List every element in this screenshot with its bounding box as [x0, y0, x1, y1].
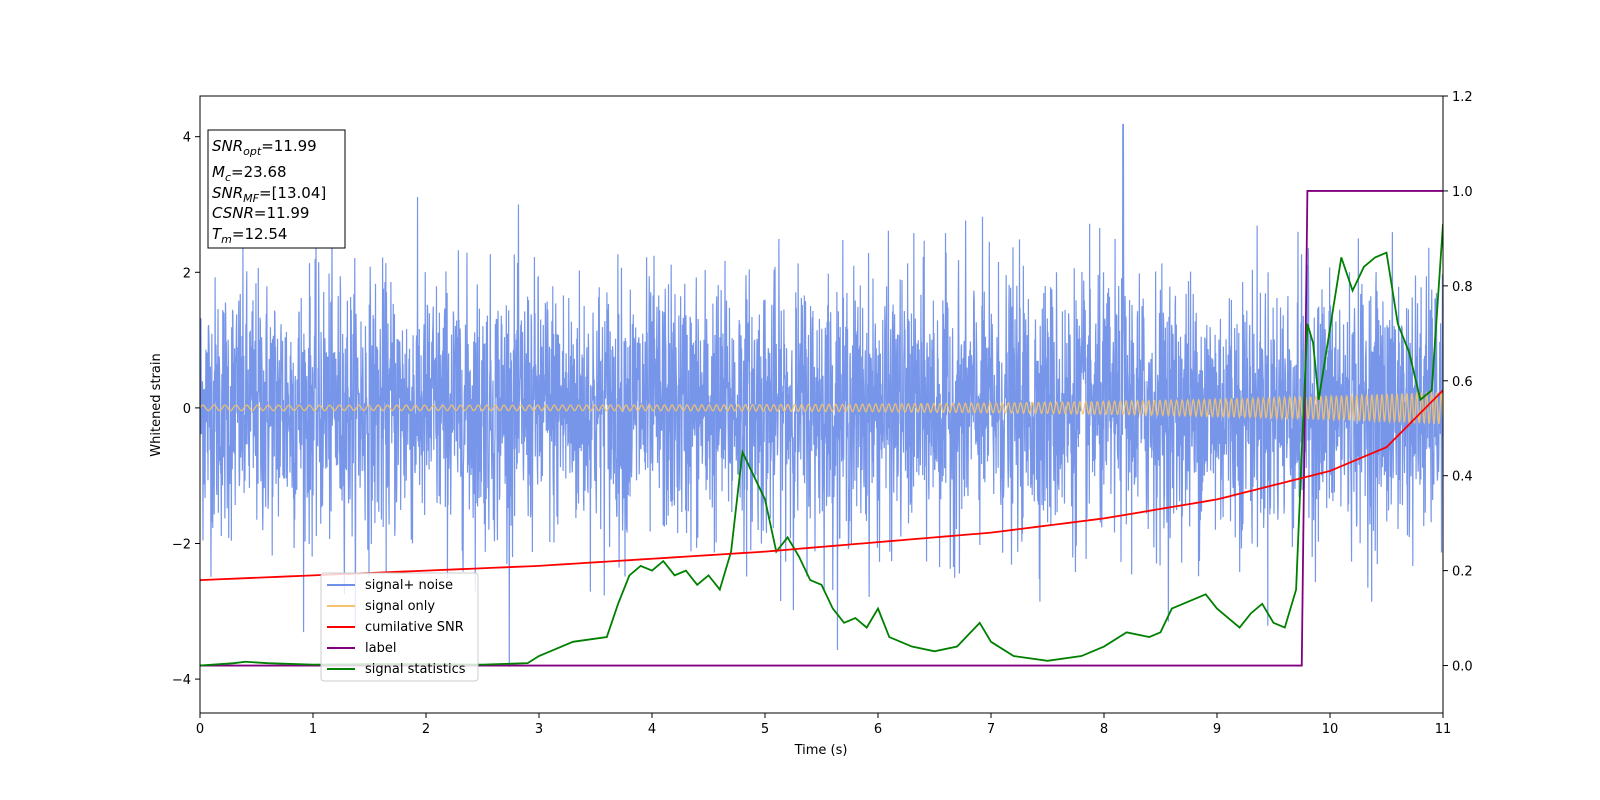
svg-text:signal statistics: signal statistics — [365, 662, 466, 677]
plot-frame — [199, 95, 1444, 714]
x-tick-label: 7 — [987, 722, 995, 737]
legend-item-signal-statistics: signal statistics — [327, 662, 466, 677]
y-tick-label: −4 — [172, 673, 191, 688]
legend: signal+ noise signal only cumilative SNR… — [320, 572, 479, 682]
series-signal-statistics-line — [200, 224, 1443, 667]
x-tick-label: 6 — [874, 722, 882, 737]
x-tick-label: 3 — [535, 722, 543, 737]
x-tick-label: 1 — [309, 722, 317, 737]
y2-tick-label: 1.0 — [1452, 185, 1473, 200]
x-tick-label: 2 — [422, 722, 430, 737]
y2-tick-label: 1.2 — [1452, 90, 1473, 105]
x-tick-label: 9 — [1213, 722, 1221, 737]
annotation-csnr: CSNR=11.99 — [212, 204, 309, 222]
annotation-box: SNRopt=11.99 Mc=23.68 SNRMF=[13.04] CSNR… — [207, 129, 346, 249]
svg-text:cumilative SNR: cumilative SNR — [365, 620, 464, 635]
x-tick-label: 5 — [761, 722, 769, 737]
annotation-tm: Tm=12.54 — [212, 225, 287, 246]
series-signal-only-line — [200, 390, 1443, 426]
y2-tick-label: 0.8 — [1452, 280, 1473, 295]
series-cumilative-snr-line — [200, 389, 1443, 582]
y-tick-label: −2 — [172, 537, 191, 552]
svg-text:signal only: signal only — [365, 599, 435, 614]
y-tick-label: 0 — [183, 402, 191, 417]
y2-tick-label: 0.2 — [1452, 565, 1473, 580]
x-tick-label: 8 — [1100, 722, 1108, 737]
y2-tick-label: 0.0 — [1452, 660, 1473, 675]
y-tick-label: 2 — [183, 266, 191, 281]
series-label-line — [200, 190, 1443, 667]
annotation-mc: Mc=23.68 — [212, 163, 287, 184]
y2-tick-label: 0.4 — [1452, 470, 1473, 485]
legend-item-signal-noise: signal+ noise — [327, 578, 453, 593]
legend-item-signal-only: signal only — [327, 599, 435, 614]
x-tick-label: 0 — [196, 722, 204, 737]
y-tick-label: 4 — [183, 131, 191, 146]
ticks-layer: 0 1 2 3 4 5 6 7 8 9 10 11 4 2 0 −2 −4 1.2 1.0 0.8 0.6 0.4 0.2 0… — [172, 90, 1473, 737]
y2-tick-label: 0.6 — [1452, 375, 1473, 390]
x-tick-label: 4 — [648, 722, 656, 737]
legend-item-label: label — [327, 641, 396, 656]
svg-text:signal+ noise: signal+ noise — [365, 578, 453, 593]
annotation-snr-mf: SNRMF=[13.04] — [212, 184, 326, 205]
legend-item-cumilative-snr: cumilative SNR — [327, 620, 464, 635]
series-layer — [200, 123, 1443, 667]
x-tick-label: 10 — [1322, 722, 1339, 737]
annotation-snr-opt: SNRopt=11.99 — [212, 137, 317, 158]
x-axis-label: Time (s) — [794, 743, 848, 758]
y-axis-label: Whitened strain — [149, 353, 164, 456]
x-tick-label: 11 — [1435, 722, 1452, 737]
svg-text:label: label — [365, 641, 396, 656]
